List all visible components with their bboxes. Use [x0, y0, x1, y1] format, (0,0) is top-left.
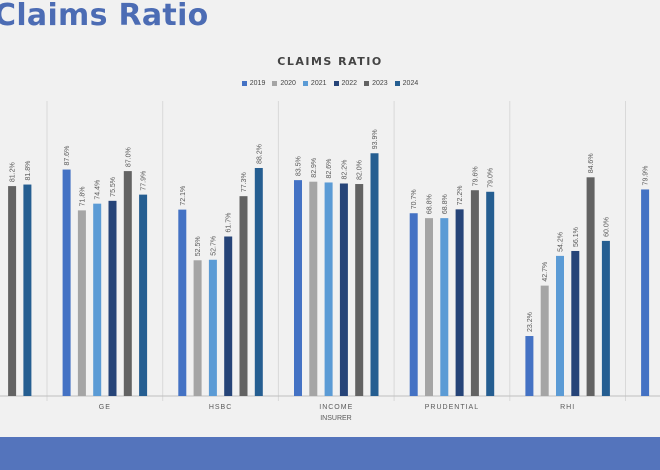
- legend-label: 2019: [249, 80, 266, 87]
- data-label: 81.2%: [10, 162, 17, 182]
- bar-ge-2022: [108, 200, 117, 396]
- legend-item-2021: 2021: [302, 80, 327, 87]
- bar-prudential-2022: [455, 209, 464, 396]
- bar-hsbc-2021: [208, 259, 217, 396]
- legend-item-2023: 2023: [364, 80, 388, 87]
- data-label: 88.2%: [256, 144, 263, 164]
- data-label: 61.7%: [226, 213, 233, 233]
- data-label: 79.9%: [643, 166, 650, 186]
- data-label: 68.8%: [427, 194, 434, 214]
- data-label: 84.6%: [588, 153, 595, 173]
- chart-legend: 2019 2020 2021 2022 2023 2024: [0, 80, 660, 87]
- data-label: 70.7%: [411, 189, 418, 209]
- slide-title: Claims Ratio: [0, 0, 209, 33]
- legend-item-2022: 2022: [333, 80, 358, 87]
- data-label: 77.3%: [241, 172, 248, 192]
- bar-rhi-2021: [556, 255, 564, 396]
- bar-prudential-2021: [440, 218, 449, 396]
- legend-label: 2022: [341, 80, 358, 87]
- data-label: 52.5%: [195, 236, 202, 256]
- bar-rhi-2019: [525, 336, 534, 396]
- x-tick-label: PRUDENTIAL: [425, 404, 479, 411]
- bar-prudential-2024: [486, 191, 495, 396]
- data-label: 54.2%: [558, 232, 565, 252]
- legend-item-2020: 2020: [272, 80, 296, 87]
- data-label: 60.0%: [603, 217, 610, 237]
- x-tick-label: INCOME: [319, 404, 353, 411]
- data-label: 79.0%: [488, 168, 495, 188]
- bar-ge-2019: [62, 169, 71, 396]
- bar-hsbc-2020: [193, 260, 202, 396]
- bar-rhi-2022: [571, 250, 580, 396]
- legend-swatch: [302, 81, 308, 86]
- data-label: 72.2%: [457, 185, 464, 205]
- data-label: 82.6%: [326, 159, 333, 179]
- bar-rhi-2023: [586, 177, 595, 396]
- data-label: 87.6%: [64, 146, 71, 166]
- legend-item-2024: 2024: [394, 80, 419, 87]
- bar-hsbc-2023: [239, 196, 248, 396]
- bar-rhi-2020: [540, 285, 549, 396]
- legend-label: 2023: [372, 80, 388, 87]
- claims-ratio-chart: 81.2% 81.8% 87.6% 71.8% 74.4% 75.5% 87.0% 77.9%…: [0, 101, 660, 422]
- data-label: 52.7%: [210, 236, 217, 256]
- legend-swatch: [364, 81, 370, 86]
- data-label: 81.8%: [25, 161, 32, 181]
- data-label: 82.9%: [311, 158, 318, 178]
- chart-title: CLAIMS RATIO: [277, 55, 383, 68]
- legend-label: 2024: [402, 80, 419, 87]
- bar-ge-2023: [123, 171, 132, 396]
- data-label: 93.9%: [372, 129, 379, 149]
- bar-ge-2024: [139, 194, 148, 396]
- bar-prudential-2019: [409, 213, 418, 396]
- bar-ge-2020: [77, 210, 86, 396]
- x-tick-label: HSBC: [209, 404, 232, 411]
- x-axis-title: INSURER: [320, 415, 352, 422]
- bar-cat0-2024: [23, 184, 32, 396]
- data-label: 74.4%: [95, 180, 102, 200]
- bar-hsbc-2024: [254, 167, 263, 396]
- bar-hsbc-2019: [178, 209, 187, 396]
- data-label: 77.9%: [141, 171, 148, 191]
- data-label: 79.6%: [472, 166, 479, 186]
- data-label: 82.0%: [357, 160, 364, 180]
- legend-label: 2021: [310, 80, 327, 87]
- bar-prudential-2020: [425, 218, 433, 396]
- bar-ge-2021: [93, 203, 102, 396]
- bar-income-2021: [324, 182, 333, 396]
- bar-income-2022: [339, 183, 348, 396]
- data-label: 82.2%: [341, 160, 348, 180]
- footer-band: [0, 437, 660, 470]
- data-label: 23.2%: [527, 312, 534, 332]
- legend-swatch: [333, 81, 339, 86]
- data-label: 75.5%: [110, 177, 117, 197]
- bar-prudential-2023: [470, 190, 479, 396]
- data-label: 87.0%: [125, 147, 132, 167]
- bar-rhi-2024: [601, 240, 610, 396]
- data-label: 83.5%: [296, 156, 303, 176]
- data-label: 71.8%: [79, 187, 86, 207]
- data-label: 72.1%: [180, 186, 187, 206]
- bar-income-2023: [355, 184, 364, 396]
- bar-income-2024: [370, 153, 379, 396]
- data-label: 68.8%: [442, 194, 449, 214]
- bar-hsbc-2022: [224, 236, 233, 396]
- bar-income-2020: [309, 181, 318, 396]
- bar-income-2019: [294, 180, 302, 396]
- legend-swatch: [272, 81, 278, 86]
- legend-swatch: [241, 81, 247, 86]
- bar-cat6-2019: [641, 189, 650, 396]
- data-label: 56.1%: [573, 227, 580, 247]
- data-label: 42.7%: [542, 262, 549, 282]
- legend-item-2019: 2019: [241, 80, 266, 87]
- x-tick-label: GE: [99, 404, 111, 411]
- legend-label: 2020: [280, 80, 296, 87]
- x-tick-label: RHI: [560, 404, 575, 411]
- bar-cat0-2023: [8, 186, 17, 396]
- legend-swatch: [394, 81, 400, 86]
